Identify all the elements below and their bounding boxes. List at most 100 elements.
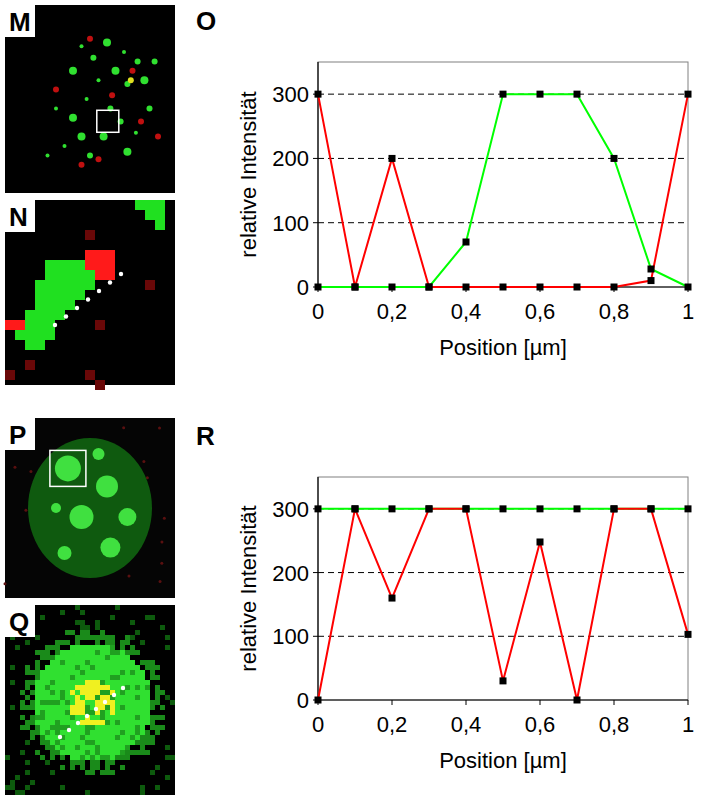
image-pixel xyxy=(120,695,125,700)
image-pixel xyxy=(35,665,40,670)
image-pixel xyxy=(75,710,80,715)
image-pixel xyxy=(100,745,105,750)
data-point xyxy=(574,91,581,98)
image-nucleus xyxy=(28,438,152,578)
image-pixel xyxy=(145,720,150,725)
tick-label: 0,4 xyxy=(451,299,482,324)
image-pixel xyxy=(110,720,115,725)
image-pixel xyxy=(100,715,105,720)
image-pixel xyxy=(95,680,100,685)
image-panel: N xyxy=(5,200,175,390)
image-pixel xyxy=(125,695,130,700)
image-pixel xyxy=(65,740,70,745)
image-pixel xyxy=(15,790,20,795)
image-pixel xyxy=(165,755,170,760)
profile-line-dot xyxy=(103,700,107,704)
tick-mark xyxy=(614,700,615,705)
image-pixel xyxy=(120,690,125,695)
image-pixel xyxy=(120,750,125,755)
image-pixel xyxy=(50,685,55,690)
image-spot xyxy=(96,475,118,497)
image-pixel xyxy=(45,310,55,320)
image-pixel xyxy=(105,670,110,675)
image-pixel xyxy=(15,775,20,780)
image-pixel xyxy=(140,745,145,750)
image-pixel xyxy=(65,655,70,660)
image-pixel xyxy=(145,665,150,670)
image-spot xyxy=(97,78,101,82)
image-pixel xyxy=(40,710,45,715)
image-pixel xyxy=(110,740,115,745)
image-pixel xyxy=(55,745,60,750)
series-line xyxy=(318,509,688,700)
image-pixel xyxy=(30,680,35,685)
image-pixel xyxy=(75,700,80,705)
data-point xyxy=(537,505,544,512)
image-pixel xyxy=(45,260,55,270)
image-pixel xyxy=(60,675,65,680)
series-line xyxy=(318,94,688,287)
image-pixel xyxy=(85,635,90,640)
image-pixel xyxy=(140,710,145,715)
image-pixel xyxy=(95,720,100,725)
image-pixel xyxy=(100,730,105,735)
image-pixel xyxy=(125,675,130,680)
image-pixel xyxy=(95,620,100,625)
image-pixel xyxy=(80,715,85,720)
image-pixel xyxy=(40,655,45,660)
image-pixel xyxy=(90,655,95,660)
data-point xyxy=(463,505,470,512)
image-pixel xyxy=(120,700,125,705)
image-pixel xyxy=(85,745,90,750)
image-pixel xyxy=(85,630,90,635)
image-pixel xyxy=(50,690,55,695)
tick-label: 100 xyxy=(272,624,309,649)
image-pixel xyxy=(20,700,25,705)
image-pixel xyxy=(100,630,105,635)
image-spot xyxy=(155,134,161,140)
image-pixel xyxy=(155,725,160,730)
axis-title: Position [µm] xyxy=(439,335,567,360)
image-pixel xyxy=(90,745,95,750)
image-pixel xyxy=(155,690,160,695)
image-spot xyxy=(152,58,158,64)
image-pixel xyxy=(145,735,150,740)
image-pixel xyxy=(125,650,130,655)
image-pixel xyxy=(45,700,50,705)
image-pixel xyxy=(80,755,85,760)
panel-label: M xyxy=(9,7,31,37)
image-pixel xyxy=(75,260,85,270)
image-pixel xyxy=(60,695,65,700)
image-panel: P xyxy=(4,418,175,598)
image-pixel xyxy=(20,715,25,720)
image-pixel xyxy=(65,715,70,720)
image-pixel xyxy=(40,615,45,620)
image-pixel xyxy=(90,740,95,745)
image-pixel xyxy=(85,625,90,630)
data-point xyxy=(574,284,581,291)
tick-label: 0 xyxy=(297,275,309,300)
image-pixel xyxy=(85,740,90,745)
tick-label: 100 xyxy=(272,211,309,236)
image-spot xyxy=(46,153,50,157)
image-pixel xyxy=(80,665,85,670)
image-pixel xyxy=(10,665,15,670)
image-pixel xyxy=(105,635,110,640)
image-pixel xyxy=(30,720,35,725)
image-pixel xyxy=(25,760,30,765)
image-pixel xyxy=(90,725,95,730)
image-pixel xyxy=(105,650,110,655)
image-pixel xyxy=(140,720,145,725)
image-pixel xyxy=(35,690,40,695)
image-pixel xyxy=(35,280,45,290)
image-pixel xyxy=(50,745,55,750)
image-pixel xyxy=(110,665,115,670)
image-pixel xyxy=(65,675,70,680)
image-pixel xyxy=(10,680,15,685)
image-pixel xyxy=(60,700,65,705)
image-pixel xyxy=(140,735,145,740)
image-pixel xyxy=(140,750,145,755)
image-pixel xyxy=(50,740,55,745)
image-spot xyxy=(54,106,58,110)
image-pixel xyxy=(60,660,65,665)
